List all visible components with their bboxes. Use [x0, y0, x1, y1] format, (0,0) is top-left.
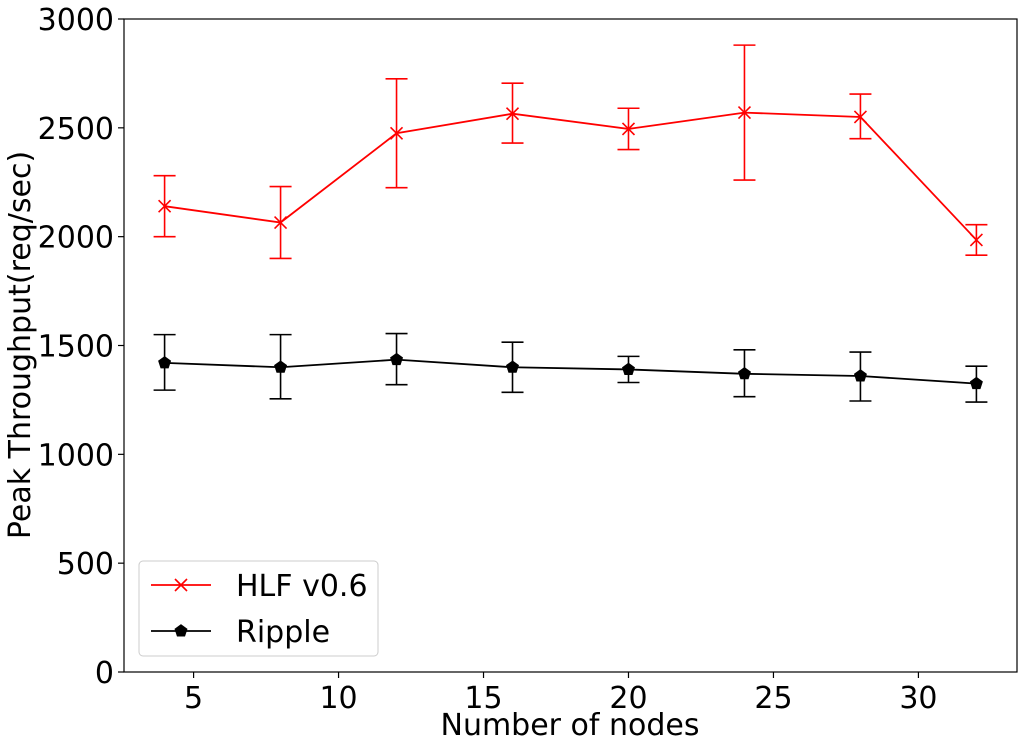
series-0	[153, 44, 988, 260]
x-tick-label: 10	[319, 681, 357, 716]
series-line	[164, 111, 978, 241]
marker-stroke	[737, 106, 752, 120]
data-point	[158, 356, 172, 369]
y-tick-label: 1000	[38, 438, 114, 473]
data-point	[969, 233, 983, 247]
marker-stroke	[969, 233, 983, 247]
x-axis-label: Number of nodes	[441, 708, 700, 743]
y-tick-label: 1500	[38, 330, 114, 365]
marker-stroke	[273, 215, 288, 230]
legend-entry-1: Ripple	[151, 615, 330, 650]
marker-stroke	[174, 578, 188, 592]
data-point	[737, 106, 752, 120]
marker-stroke	[158, 199, 172, 213]
data-point	[737, 366, 751, 380]
data-point	[969, 376, 983, 390]
data-point	[389, 126, 404, 140]
data-point	[853, 110, 868, 124]
y-tick-label: 3000	[38, 3, 114, 38]
x-tick-label: 20	[609, 681, 647, 716]
legend-label: HLF v0.6	[236, 569, 368, 604]
marker-stroke	[853, 110, 868, 124]
data-point	[621, 122, 636, 136]
y-axis-ticks: 0 500 1000 1500 2000 2500 3000	[38, 3, 124, 691]
y-tick-label: 2500	[38, 112, 114, 147]
data-point	[274, 360, 288, 373]
y-axis-label: Peak Throughput(req/sec)	[3, 151, 38, 539]
data-point	[506, 360, 519, 373]
marker-stroke	[621, 122, 636, 136]
series-1	[153, 332, 988, 403]
y-tick-label: 500	[57, 547, 114, 582]
x-tick-label: 30	[899, 681, 937, 716]
data-point	[853, 369, 867, 382]
y-tick-label: 0	[95, 656, 114, 691]
marker-stroke	[389, 126, 404, 140]
legend-label: Ripple	[236, 615, 330, 650]
data-point	[505, 107, 520, 121]
data-point	[273, 215, 288, 230]
data-point	[390, 352, 404, 366]
marker-stroke	[505, 107, 520, 121]
legend: HLF v0.6 Ripple	[138, 560, 379, 657]
x-axis-ticks: 5 10 15 20 25 30	[184, 672, 938, 716]
series-layer	[153, 44, 988, 403]
legend-entry-0: HLF v0.6	[151, 569, 368, 604]
legend-marker	[174, 578, 188, 592]
y-tick-label: 2000	[38, 221, 114, 256]
x-tick-label: 5	[184, 681, 203, 716]
x-tick-label: 15	[464, 681, 502, 716]
series-line	[164, 358, 977, 385]
data-point	[158, 199, 172, 213]
data-point	[622, 362, 635, 375]
legend-marker	[174, 624, 188, 637]
x-tick-label: 25	[754, 681, 792, 716]
